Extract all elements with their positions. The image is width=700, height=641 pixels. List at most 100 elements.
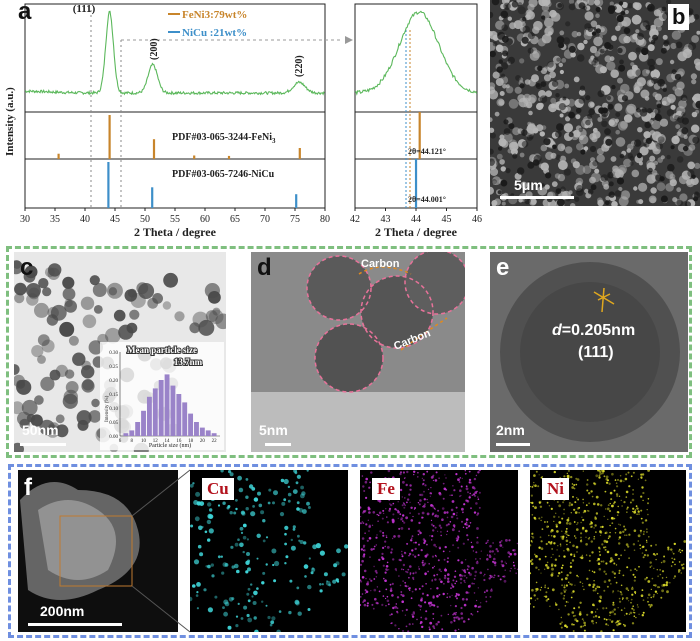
cu-map-label: Cu <box>202 478 234 500</box>
histogram-ylabel: Intensity (%) <box>105 395 110 422</box>
histogram-ytick: 0.05 <box>109 421 118 426</box>
particle-outline-2 <box>360 275 434 349</box>
histogram-bar <box>146 396 152 436</box>
green-frame <box>6 246 692 458</box>
histogram-bar <box>176 394 182 436</box>
xrd-main-tick-label: 30 <box>20 214 30 225</box>
histogram-bar <box>199 427 205 436</box>
sem-scale-label: 5μm <box>514 177 543 193</box>
histogram-xtick: 16 <box>176 439 182 444</box>
hrtem-e-image: e d=0.205nm (111) 2nm <box>490 252 688 452</box>
d-symbol: d <box>552 322 562 339</box>
size-histogram: Mean particle size 13.7nm Intensity (%) … <box>100 342 224 450</box>
xrd-main-tick-label: 45 <box>110 214 120 225</box>
histogram-bar <box>194 422 199 436</box>
xrd-main-tick-label: 55 <box>170 214 180 225</box>
histogram-bar <box>170 385 176 436</box>
haadf-image: f 200nm <box>18 470 178 632</box>
xrd-zoom-tick-label: 45 <box>442 214 452 225</box>
histogram-xtick: 8 <box>131 439 134 444</box>
tem-c-image: c 50nm Mean particle size 13.7nm Intensi… <box>14 252 226 452</box>
histogram-xtick: 10 <box>141 439 147 444</box>
tem-e-scale-label: 2nm <box>496 422 525 438</box>
xrd-ylabel: Intensity (a.u.) <box>4 87 16 156</box>
legend-fe-label: FeNi3:79wt% <box>182 9 247 21</box>
lattice-marker-2 <box>601 287 605 313</box>
particle-outline-4 <box>314 323 384 393</box>
histogram-bar <box>141 410 146 436</box>
xrd-main-tick-label: 50 <box>140 214 150 225</box>
tem-d-scalebar <box>265 443 291 446</box>
sem-scalebar <box>500 196 574 199</box>
histogram-bar <box>152 388 158 436</box>
tem-c-scalebar <box>20 443 66 446</box>
histogram-bar <box>135 422 141 436</box>
histogram-ytick: 0.00 <box>109 435 118 440</box>
zoom-arrowhead <box>345 36 353 44</box>
xrd-zoom-tick-label: 46 <box>472 214 482 225</box>
xrd-main-tick-label: 75 <box>290 214 300 225</box>
xrd-main-tick-label: 65 <box>230 214 240 225</box>
histogram-bar <box>211 433 217 436</box>
particle-outline-3 <box>404 252 465 315</box>
haadf-scale-label: 200nm <box>40 603 85 619</box>
histogram-bar <box>123 433 129 436</box>
d-spacing-label: d=0.205nm <box>552 322 635 340</box>
histogram-xtick: 14 <box>165 439 171 444</box>
histogram-ytick: 0.30 <box>109 351 118 356</box>
ref1-label: PDF#03-065-3244-FeNi3 <box>172 132 276 145</box>
carbon-label-1: Carbon <box>361 258 400 270</box>
histogram-bar <box>164 374 170 436</box>
histogram-bar <box>129 430 135 436</box>
haadf-scalebar <box>28 623 122 626</box>
hrtem-d-image: d Carbon Carbon 5nm <box>251 252 465 452</box>
peak-label-200: (200) <box>149 38 160 60</box>
ni-map: Ni <box>530 470 686 632</box>
lattice-marker-3 <box>597 293 611 301</box>
d-value: =0.205nm <box>561 322 636 339</box>
xrd-main-tick-label: 60 <box>200 214 210 225</box>
blue-frame <box>8 464 692 638</box>
zoom-annotation-2: 2θ=44.001° <box>408 195 446 204</box>
panel-f-label: f <box>24 474 32 501</box>
xrd-main-chart: 30 35 40 45 50 55 60 65 70 75 80 Intensity (a.u.) … <box>4 3 340 239</box>
panel-d-label: d <box>257 254 272 281</box>
zoom-annotation-1: 2θ=44.121° <box>408 147 446 156</box>
xrd-zoom-pattern-line <box>354 10 478 96</box>
xrd-main-tick-label: 35 <box>50 214 60 225</box>
xrd-main-tick-label: 40 <box>80 214 90 225</box>
ni-map-label: Ni <box>542 478 569 500</box>
histogram-bar <box>182 402 188 436</box>
xrd-zoom-xlabel: 2 Theta / degree <box>375 225 458 239</box>
panel-c-label: c <box>20 254 34 281</box>
tem-c-scale-label: 50nm <box>22 422 59 438</box>
histogram-bar <box>188 413 194 436</box>
histogram-xtick: 6 <box>119 439 122 444</box>
peak-label-220: (220) <box>294 55 305 77</box>
peak-label-111: (111) <box>73 3 96 15</box>
particle-outline-1 <box>306 255 372 321</box>
histogram-title: Mean particle size <box>127 345 197 355</box>
carbon-outline-1 <box>358 266 412 275</box>
fe-map: Fe <box>360 470 518 632</box>
histogram-ytick: 0.20 <box>109 379 118 384</box>
histogram-subtitle: 13.7nm <box>174 357 203 367</box>
xrd-main-tick-label: 70 <box>260 214 270 225</box>
panel-e-label: e <box>496 254 510 281</box>
panel-b-label: b <box>668 4 690 30</box>
histogram-ytick: 0.15 <box>109 393 118 398</box>
histogram-xtick: 12 <box>153 439 159 444</box>
mapping-region-box <box>59 515 133 587</box>
fe-map-label: Fe <box>372 478 400 500</box>
xrd-zoom-tick-label: 43 <box>381 214 391 225</box>
histogram-bar <box>158 380 164 436</box>
xrd-main-tick-label: 80 <box>320 214 330 225</box>
cu-map: Cu <box>190 470 348 632</box>
xrd-zoom-chart: 42 43 44 45 46 2θ=44.121° 2θ=44.001° 2 Theta… <box>345 3 482 239</box>
xrd-xlabel: 2 Theta / degree <box>134 225 217 239</box>
sem-image: b 5μm <box>490 0 700 206</box>
histogram-bar <box>205 430 211 436</box>
histogram-ytick: 0.10 <box>109 407 118 412</box>
xrd-zoom-tick-label: 42 <box>350 214 360 225</box>
